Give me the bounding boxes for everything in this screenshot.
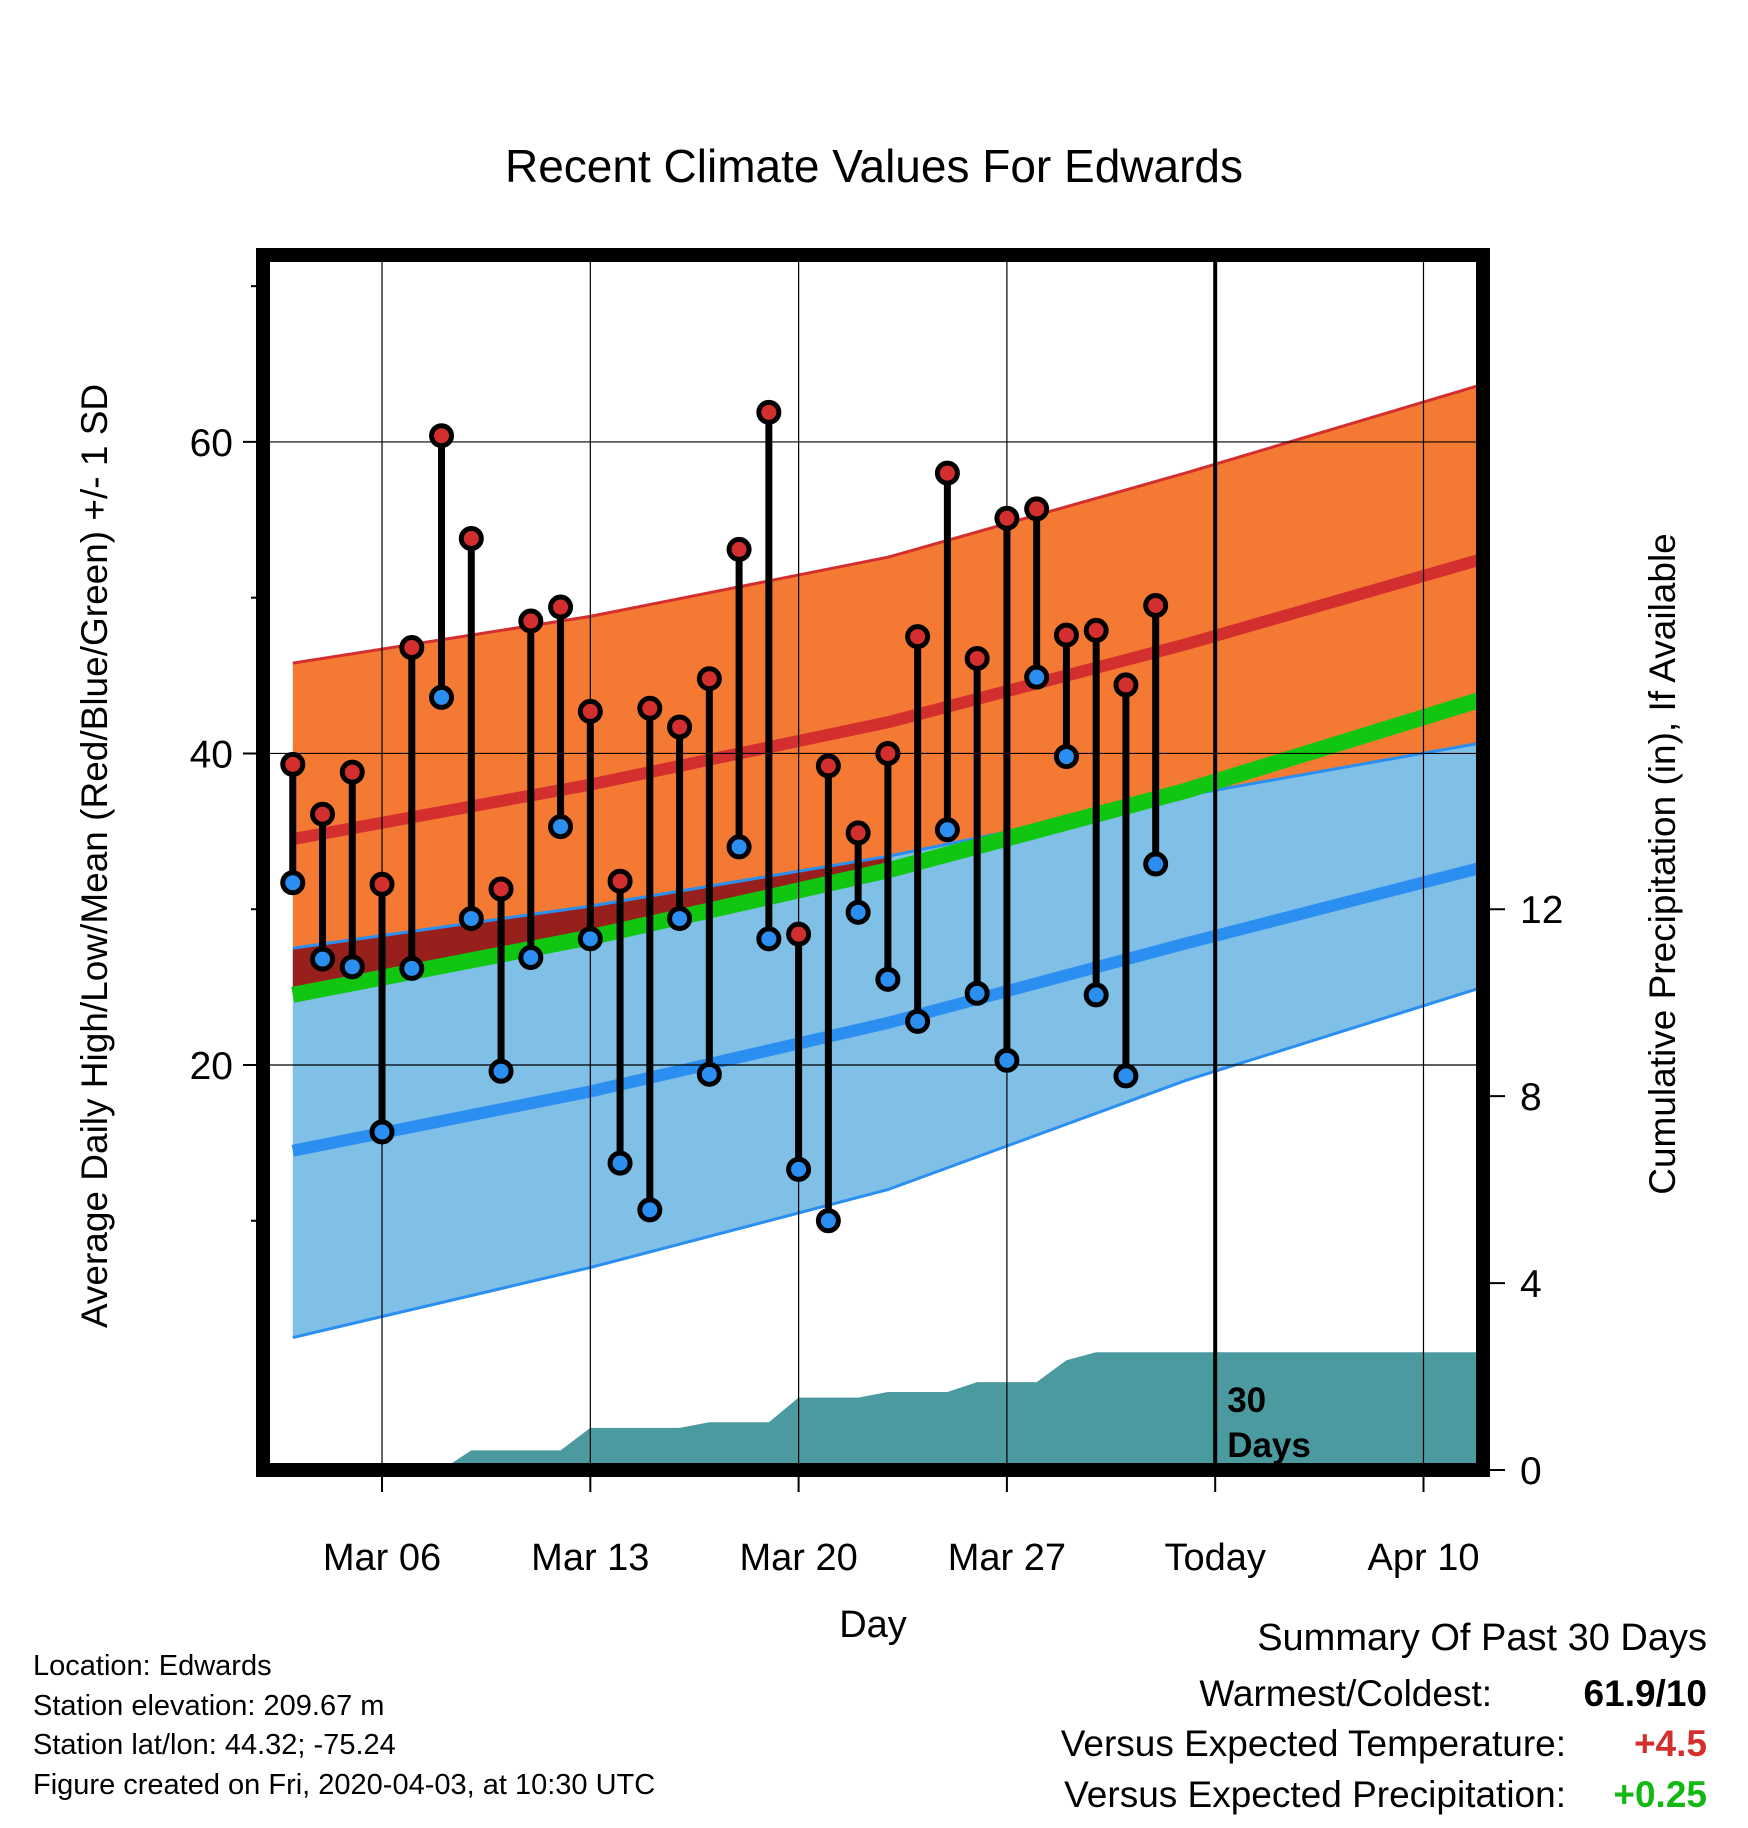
daily-high-point: [280, 751, 306, 777]
y-right-tick-label: 12: [1520, 889, 1563, 932]
summary-temp-label: Versus Expected Temperature:: [1060, 1723, 1566, 1764]
info-latlon: Station lat/lon: 44.32; -75.24: [33, 1729, 396, 1761]
daily-high-point: [518, 608, 544, 634]
daily-low-point: [399, 955, 425, 981]
daily-high-point: [1083, 617, 1109, 643]
daily-high-point: [310, 801, 336, 827]
daily-low-point: [756, 926, 782, 952]
daily-low-point: [310, 946, 336, 972]
low-mean-line: [291, 861, 1483, 1157]
daily-high-point: [1113, 672, 1139, 698]
daily-high-point: [667, 714, 693, 740]
daily-high-point: [696, 666, 722, 692]
daily-low-point: [786, 1156, 812, 1182]
daily-low-point: [964, 980, 990, 1006]
daily-low-point: [637, 1197, 663, 1223]
high-mean-line: [291, 553, 1483, 846]
daily-low-point: [667, 906, 693, 932]
daily-low-point: [429, 684, 455, 710]
daily-low-point: [815, 1208, 841, 1234]
x-tick-label: Mar 06: [323, 1537, 441, 1579]
daily-high-point: [726, 536, 752, 562]
daily-low-point: [1083, 982, 1109, 1008]
daily-high-point: [815, 753, 841, 779]
daily-low-point: [994, 1047, 1020, 1073]
daily-low-point: [875, 966, 901, 992]
x-tick-label: Apr 10: [1368, 1537, 1480, 1579]
daily-high-point: [458, 526, 484, 551]
daily-low-point: [905, 1008, 931, 1034]
plot-inner: 30 Days: [263, 255, 1483, 1470]
daily-low-point: [1143, 851, 1169, 877]
x-axis-label: Day: [839, 1604, 907, 1646]
daily-low-point: [1024, 664, 1050, 690]
summary-heading: Summary Of Past 30 Days: [1257, 1617, 1707, 1659]
daily-high-point: [905, 624, 931, 650]
daily-high-point: [875, 740, 901, 766]
daily-high-point: [339, 759, 365, 785]
chart-title: Recent Climate Values For Edwards: [505, 140, 1243, 192]
daily-low-point: [845, 899, 871, 925]
plot-frame: [256, 248, 1490, 1477]
y-axis-label-left: Average Daily High/Low/Mean (Red/Blue/Gr…: [74, 384, 115, 1328]
info-location: Location: Edwards: [33, 1650, 272, 1682]
low-lower-line: [292, 985, 1483, 1340]
daily-high-point: [548, 594, 574, 620]
daily-low-point: [1053, 744, 1079, 770]
x-tick-label: Mar 27: [948, 1537, 1066, 1579]
daily-low-point: [280, 870, 306, 896]
daily-high-point: [429, 423, 455, 449]
daily-low-point: [458, 906, 484, 932]
daily-low-point: [548, 814, 574, 840]
summary-precip-value: +0.25: [1613, 1774, 1707, 1815]
daily-low-point: [934, 817, 960, 843]
y-axis-label-right: Cumulative Precipitation (in), If Availa…: [1642, 533, 1683, 1195]
daily-low-point: [726, 834, 752, 860]
daily-low-point: [518, 945, 544, 971]
daily-low-point: [488, 1058, 514, 1084]
high-upper-line: [292, 382, 1483, 665]
daily-high-point: [934, 460, 960, 486]
today-label: Days: [1227, 1426, 1311, 1465]
daily-high-point: [607, 868, 633, 894]
daily-high-point: [845, 820, 871, 846]
x-tick-label: Today: [1164, 1537, 1265, 1579]
daily-low-point: [696, 1061, 722, 1087]
precip-area: [441, 1352, 1483, 1470]
y-left-tick-label: 60: [190, 422, 233, 465]
daily-high-point: [994, 505, 1020, 531]
y-right-tick-label: 8: [1520, 1076, 1542, 1119]
info-elevation: Station elevation: 209.67 m: [33, 1690, 385, 1722]
daily-high-point: [399, 635, 425, 661]
daily-low-point: [607, 1150, 633, 1176]
summary-precip-label: Versus Expected Precipitation:: [1064, 1774, 1566, 1815]
daily-high-point: [369, 871, 395, 897]
x-tick-label: Mar 20: [739, 1537, 857, 1579]
x-tick-label: Mar 13: [531, 1537, 649, 1579]
summary-warmest-value: 61.9/10: [1583, 1673, 1707, 1714]
daily-high-point: [756, 399, 782, 425]
y-left-tick-label: 20: [190, 1045, 233, 1088]
info-created: Figure created on Fri, 2020-04-03, at 10…: [33, 1769, 656, 1801]
today-label: 30: [1227, 1381, 1266, 1420]
daily-high-point: [637, 695, 663, 721]
daily-low-point: [369, 1119, 395, 1145]
daily-low-point: [1113, 1063, 1139, 1089]
summary-warmest-label: Warmest/Coldest:: [1199, 1673, 1492, 1714]
daily-high-point: [488, 876, 514, 902]
daily-low-point: [339, 954, 365, 980]
daily-high-point: [964, 645, 990, 671]
daily-high-point: [577, 698, 603, 724]
daily-high-point: [1024, 496, 1050, 522]
summary-temp-value: +4.5: [1633, 1723, 1707, 1764]
daily-low-point: [577, 926, 603, 952]
y-left-tick-label: 40: [190, 733, 233, 776]
y-right-tick-label: 4: [1520, 1263, 1542, 1306]
y-right-tick-label: 0: [1520, 1450, 1542, 1493]
daily-high-point: [1053, 622, 1079, 648]
daily-high-point: [786, 921, 812, 947]
daily-high-point: [1143, 592, 1169, 618]
